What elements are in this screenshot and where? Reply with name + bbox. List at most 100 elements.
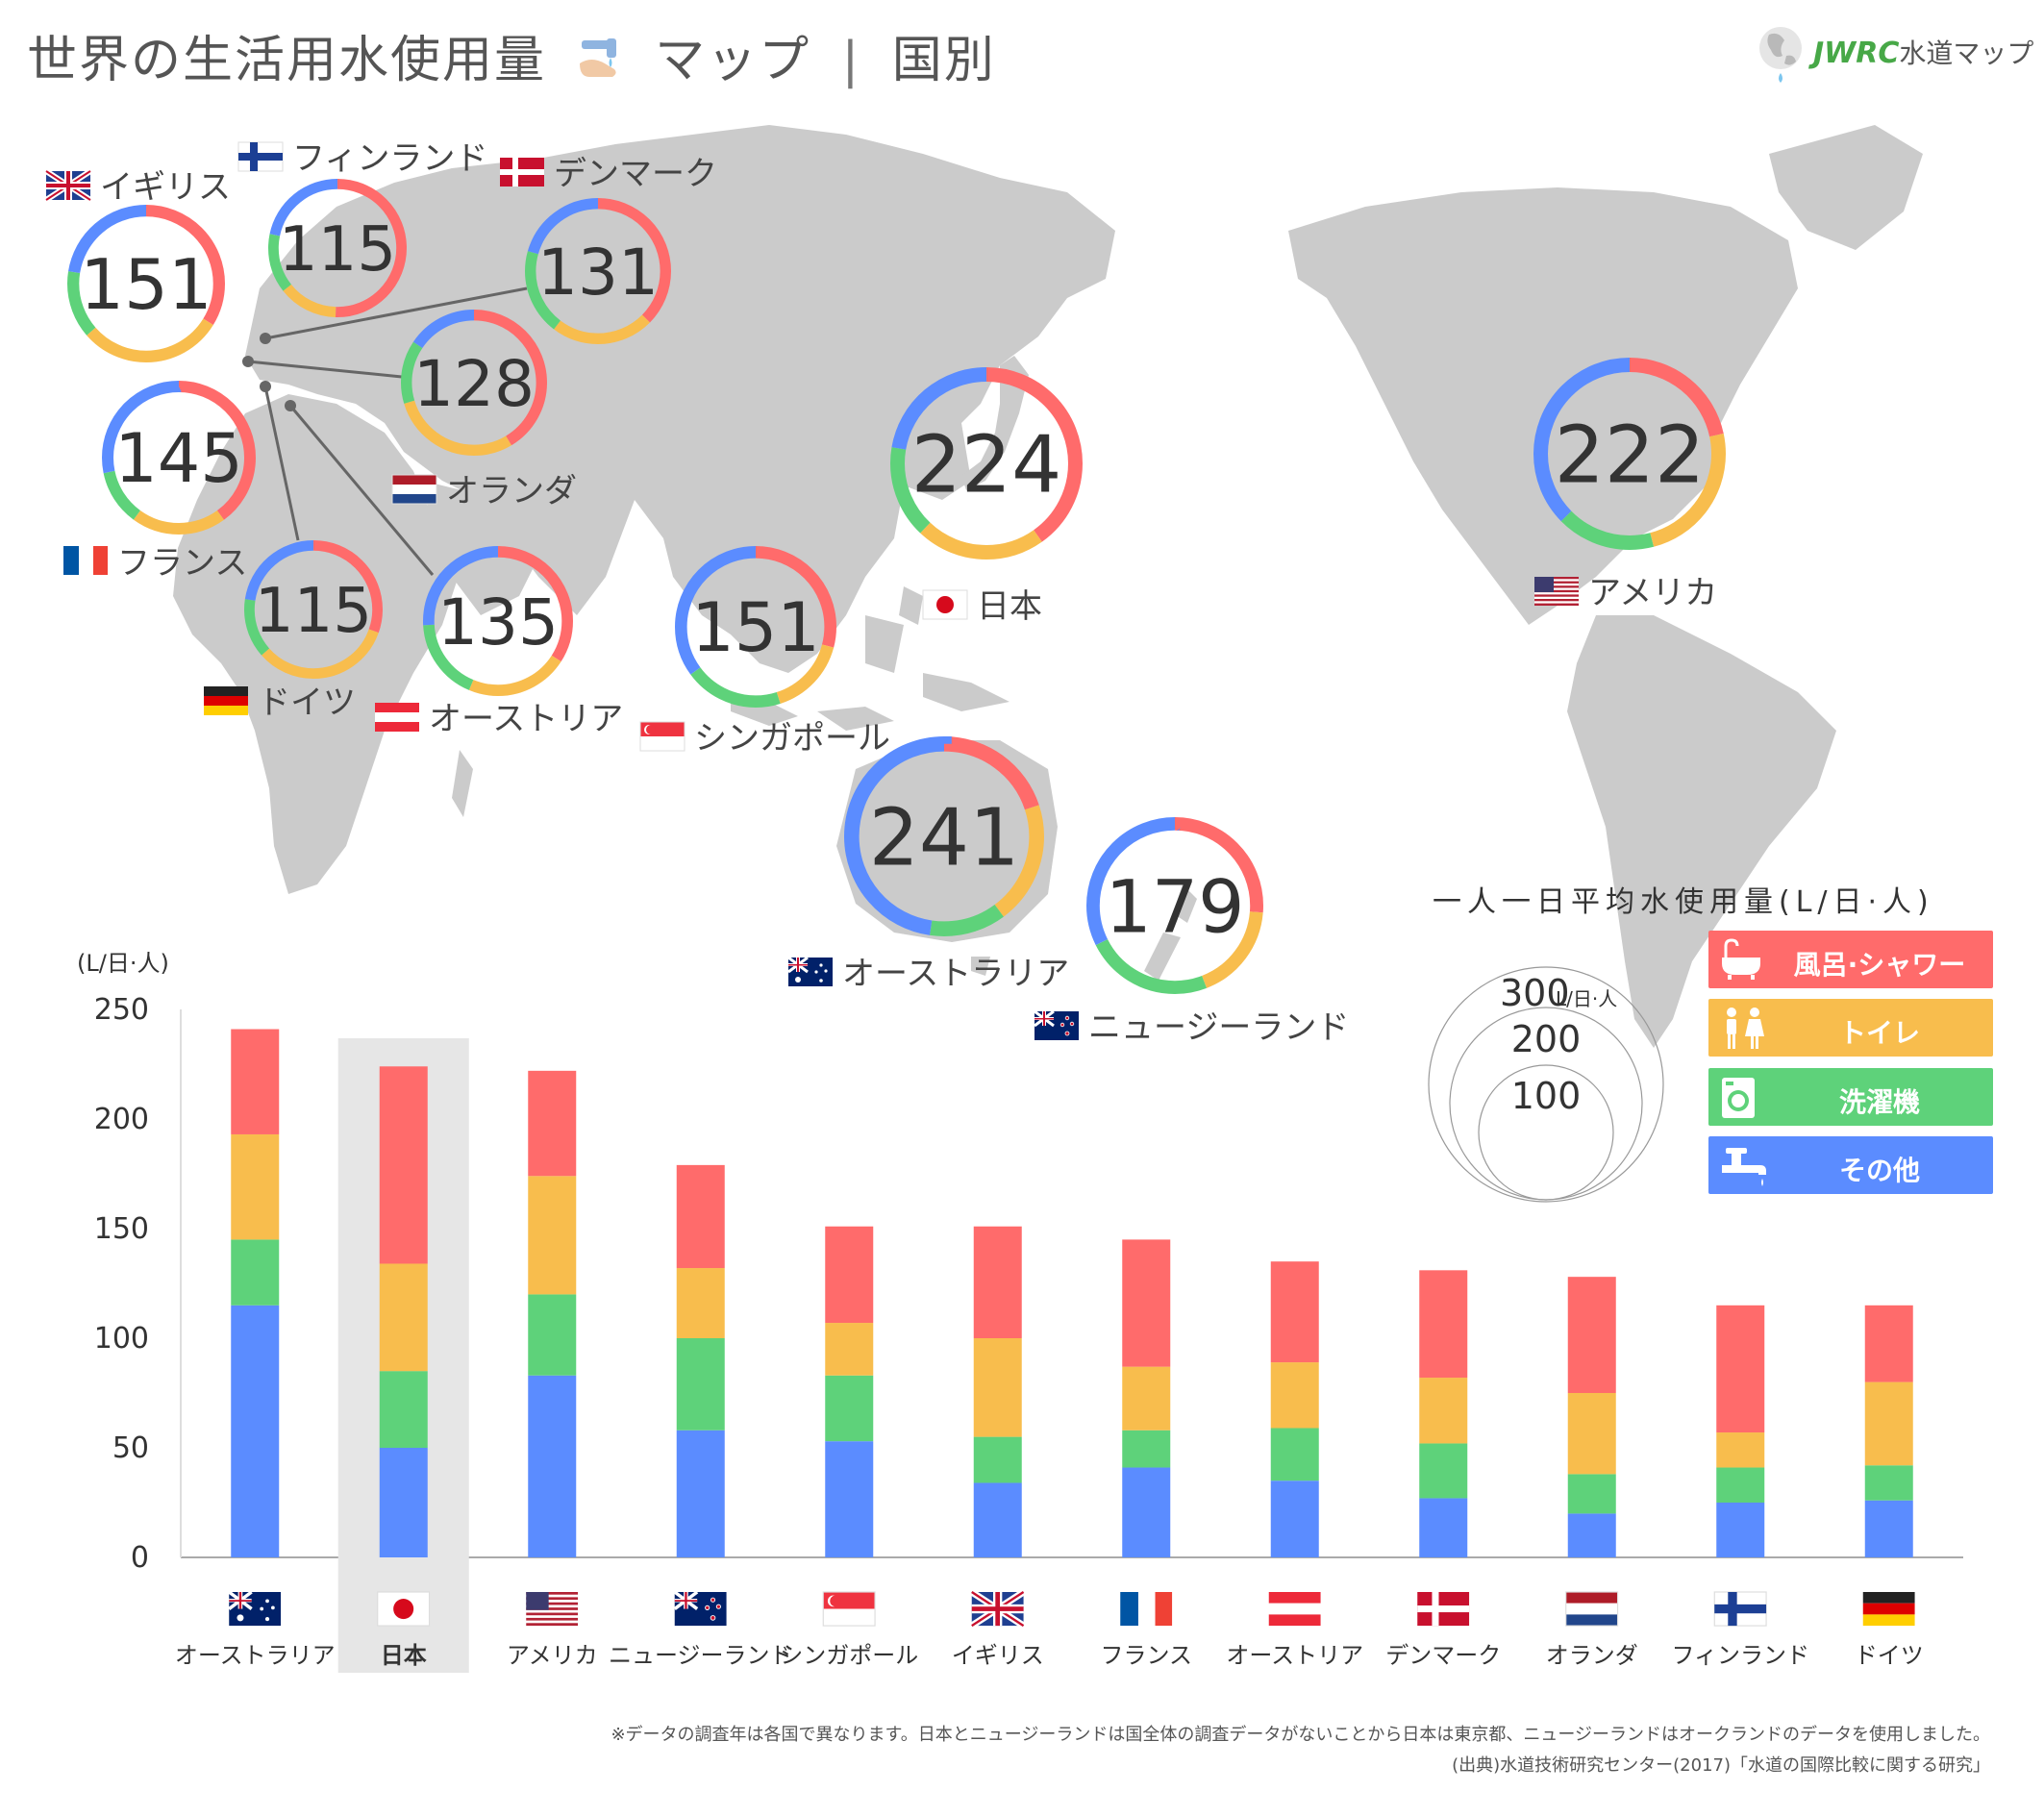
ring-total-japan: 224 xyxy=(911,420,1062,511)
bar-segment xyxy=(825,1441,874,1557)
x-tick-label: オーストラリア xyxy=(175,1642,336,1669)
x-flag-france xyxy=(1120,1592,1173,1627)
y-tick-label: 150 xyxy=(94,1212,149,1246)
ring-segment xyxy=(267,179,407,318)
bar-segment xyxy=(1122,1467,1171,1557)
ring-segment xyxy=(843,736,1044,937)
x-flag-japan xyxy=(377,1591,431,1627)
legend-item-toilet: トイレ xyxy=(1708,999,1993,1057)
ring-segment xyxy=(890,367,1083,560)
bar-segment xyxy=(231,1239,280,1306)
size-scale: 300 L/日·人 200 100 xyxy=(1428,966,1664,1203)
bar-segment xyxy=(1270,1362,1319,1429)
country-label-france: フランス xyxy=(117,544,247,583)
ring-segment xyxy=(102,381,256,535)
legend-item-laundry: 洗濯機 xyxy=(1708,1068,1993,1126)
bar-segment xyxy=(1567,1277,1616,1393)
y-axis-ticks: 0 50 100 150 200 250 xyxy=(94,993,149,1575)
map-japan xyxy=(961,356,1029,490)
map-dots xyxy=(242,333,296,411)
ring-denmark: 131 xyxy=(524,197,672,344)
flag-uk xyxy=(46,171,90,200)
ring-austria: 135 xyxy=(422,545,573,696)
bar-segment xyxy=(528,1176,577,1295)
source-note: (出典)水道技術研究センター(2017)「水道の国際比較に関する研究」 xyxy=(1452,1755,1990,1776)
ring-segment xyxy=(422,545,573,696)
title-separator: | xyxy=(841,32,861,89)
x-tick-label: ドイツ xyxy=(1855,1642,1924,1669)
ring-total-france: 145 xyxy=(114,419,243,498)
bar-segment xyxy=(973,1226,1022,1338)
bar-segment xyxy=(1716,1432,1765,1468)
bar-segment xyxy=(379,1066,428,1264)
bar-segment xyxy=(379,1263,428,1372)
ring-segment xyxy=(66,205,225,362)
washing-machine-icon xyxy=(1722,1078,1755,1118)
ring-segment xyxy=(524,197,672,344)
legend-label-bath: 風呂·シャワー xyxy=(1793,949,1966,981)
logo-latin: JWRC xyxy=(1813,37,1900,70)
flag-germany xyxy=(204,686,248,715)
x-tick-label: イギリス xyxy=(952,1642,1044,1669)
ring-france: 145 xyxy=(102,381,256,535)
bar-segment xyxy=(1864,1500,1913,1557)
ring-segment xyxy=(401,309,548,456)
flag-france xyxy=(63,546,108,575)
country-label-netherlands: オランダ xyxy=(446,472,577,510)
ring-segment xyxy=(1533,358,1726,550)
country-label-austria: オーストリア xyxy=(429,700,623,738)
bar-segment xyxy=(1864,1381,1913,1466)
logo-text: JWRC水道マップ xyxy=(1813,33,2033,71)
bar-segment xyxy=(825,1323,874,1376)
ring-segment xyxy=(1086,816,1264,994)
ring-total-austria: 135 xyxy=(437,585,559,659)
bar-segment xyxy=(1716,1467,1765,1503)
ring-total-germany: 115 xyxy=(255,576,372,647)
ring-japan: 224 xyxy=(890,367,1083,560)
map-new-zealand xyxy=(1144,884,1197,981)
bar-segment xyxy=(1419,1378,1468,1444)
flag-usa xyxy=(1534,577,1579,606)
x-flag-australia xyxy=(227,1590,283,1628)
bar-segment xyxy=(1567,1474,1616,1514)
bar-segment xyxy=(825,1375,874,1442)
ring-connector xyxy=(263,386,300,541)
x-tick-label: シンガポール xyxy=(780,1642,918,1669)
bar-segment xyxy=(1567,1393,1616,1475)
x-flag-netherlands xyxy=(1565,1591,1619,1627)
ring-segment xyxy=(674,546,836,709)
title-suffix: マップ xyxy=(655,32,811,89)
map-arabia xyxy=(423,481,538,615)
map-australia xyxy=(836,740,1058,942)
scale-circle-100 xyxy=(1478,1064,1614,1201)
x-tick-label: フランス xyxy=(1100,1642,1192,1669)
x-tick-label: アメリカ xyxy=(507,1642,598,1669)
country-label-singapore: シンガポール xyxy=(694,719,890,758)
jwrc-logo: JWRC水道マップ xyxy=(1757,21,2033,88)
bar-segment xyxy=(231,1029,280,1134)
bar-segment xyxy=(973,1436,1022,1483)
ring-connectors xyxy=(247,286,528,576)
scale-unit: L/日·人 xyxy=(1556,987,1617,1010)
ring-australia: 241 xyxy=(843,736,1044,937)
faucet-hand-icon xyxy=(579,38,616,77)
bar-segment xyxy=(379,1448,428,1557)
map-location-dot xyxy=(260,381,271,392)
bar-segment xyxy=(1122,1366,1171,1430)
x-tick-label: オランダ xyxy=(1546,1642,1638,1669)
map-eurasia xyxy=(245,125,1115,673)
map-location-dot xyxy=(242,356,254,367)
ring-segment xyxy=(66,205,225,362)
x-flag-usa xyxy=(526,1592,579,1627)
bar-segment xyxy=(1419,1270,1468,1379)
map-location-dot xyxy=(260,333,271,344)
ring-connector xyxy=(288,405,435,576)
x-tick-label: オーストリア xyxy=(1226,1642,1363,1669)
x-flag-germany xyxy=(1862,1592,1915,1627)
flag-austria xyxy=(375,703,419,732)
map-sea-islands xyxy=(731,586,1010,731)
y-tick-label: 200 xyxy=(94,1103,149,1136)
